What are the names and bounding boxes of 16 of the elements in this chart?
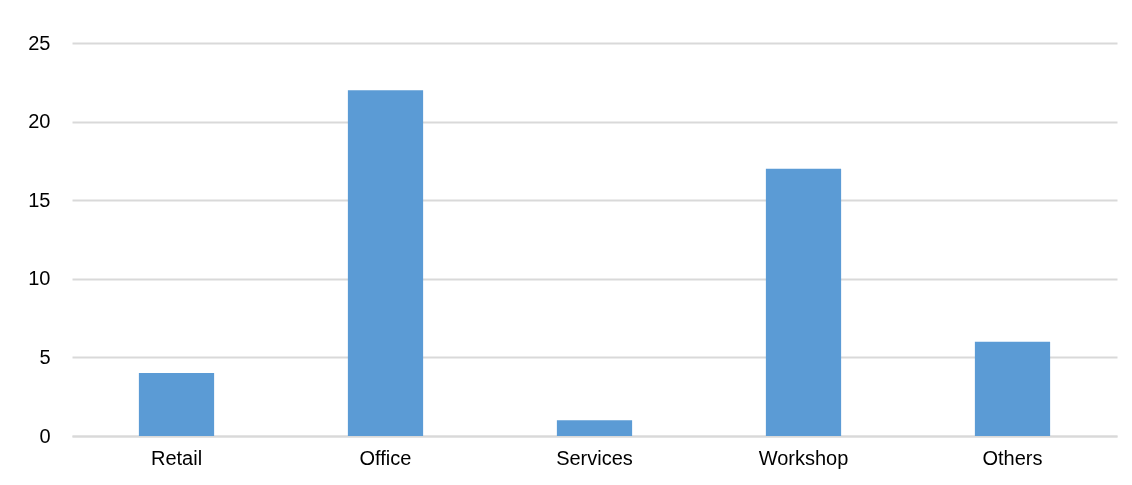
- bar: [347, 90, 424, 436]
- bar: [556, 420, 633, 436]
- y-tick-label: 5: [39, 345, 51, 368]
- x-tick-label: Others: [982, 446, 1043, 469]
- y-tick-label: 15: [28, 188, 51, 211]
- x-tick-label: Retail: [150, 446, 203, 469]
- y-tick-label: 10: [28, 267, 51, 290]
- bar: [765, 168, 842, 436]
- y-tick-label: 0: [39, 424, 51, 447]
- x-tick-label: Services: [556, 446, 633, 469]
- x-tick-label: Workshop: [758, 446, 849, 469]
- x-tick-label: Office: [359, 446, 412, 469]
- y-tick-label: 20: [28, 110, 51, 133]
- bar: [974, 341, 1051, 436]
- bar: [138, 373, 215, 436]
- y-tick-label: 25: [28, 31, 51, 54]
